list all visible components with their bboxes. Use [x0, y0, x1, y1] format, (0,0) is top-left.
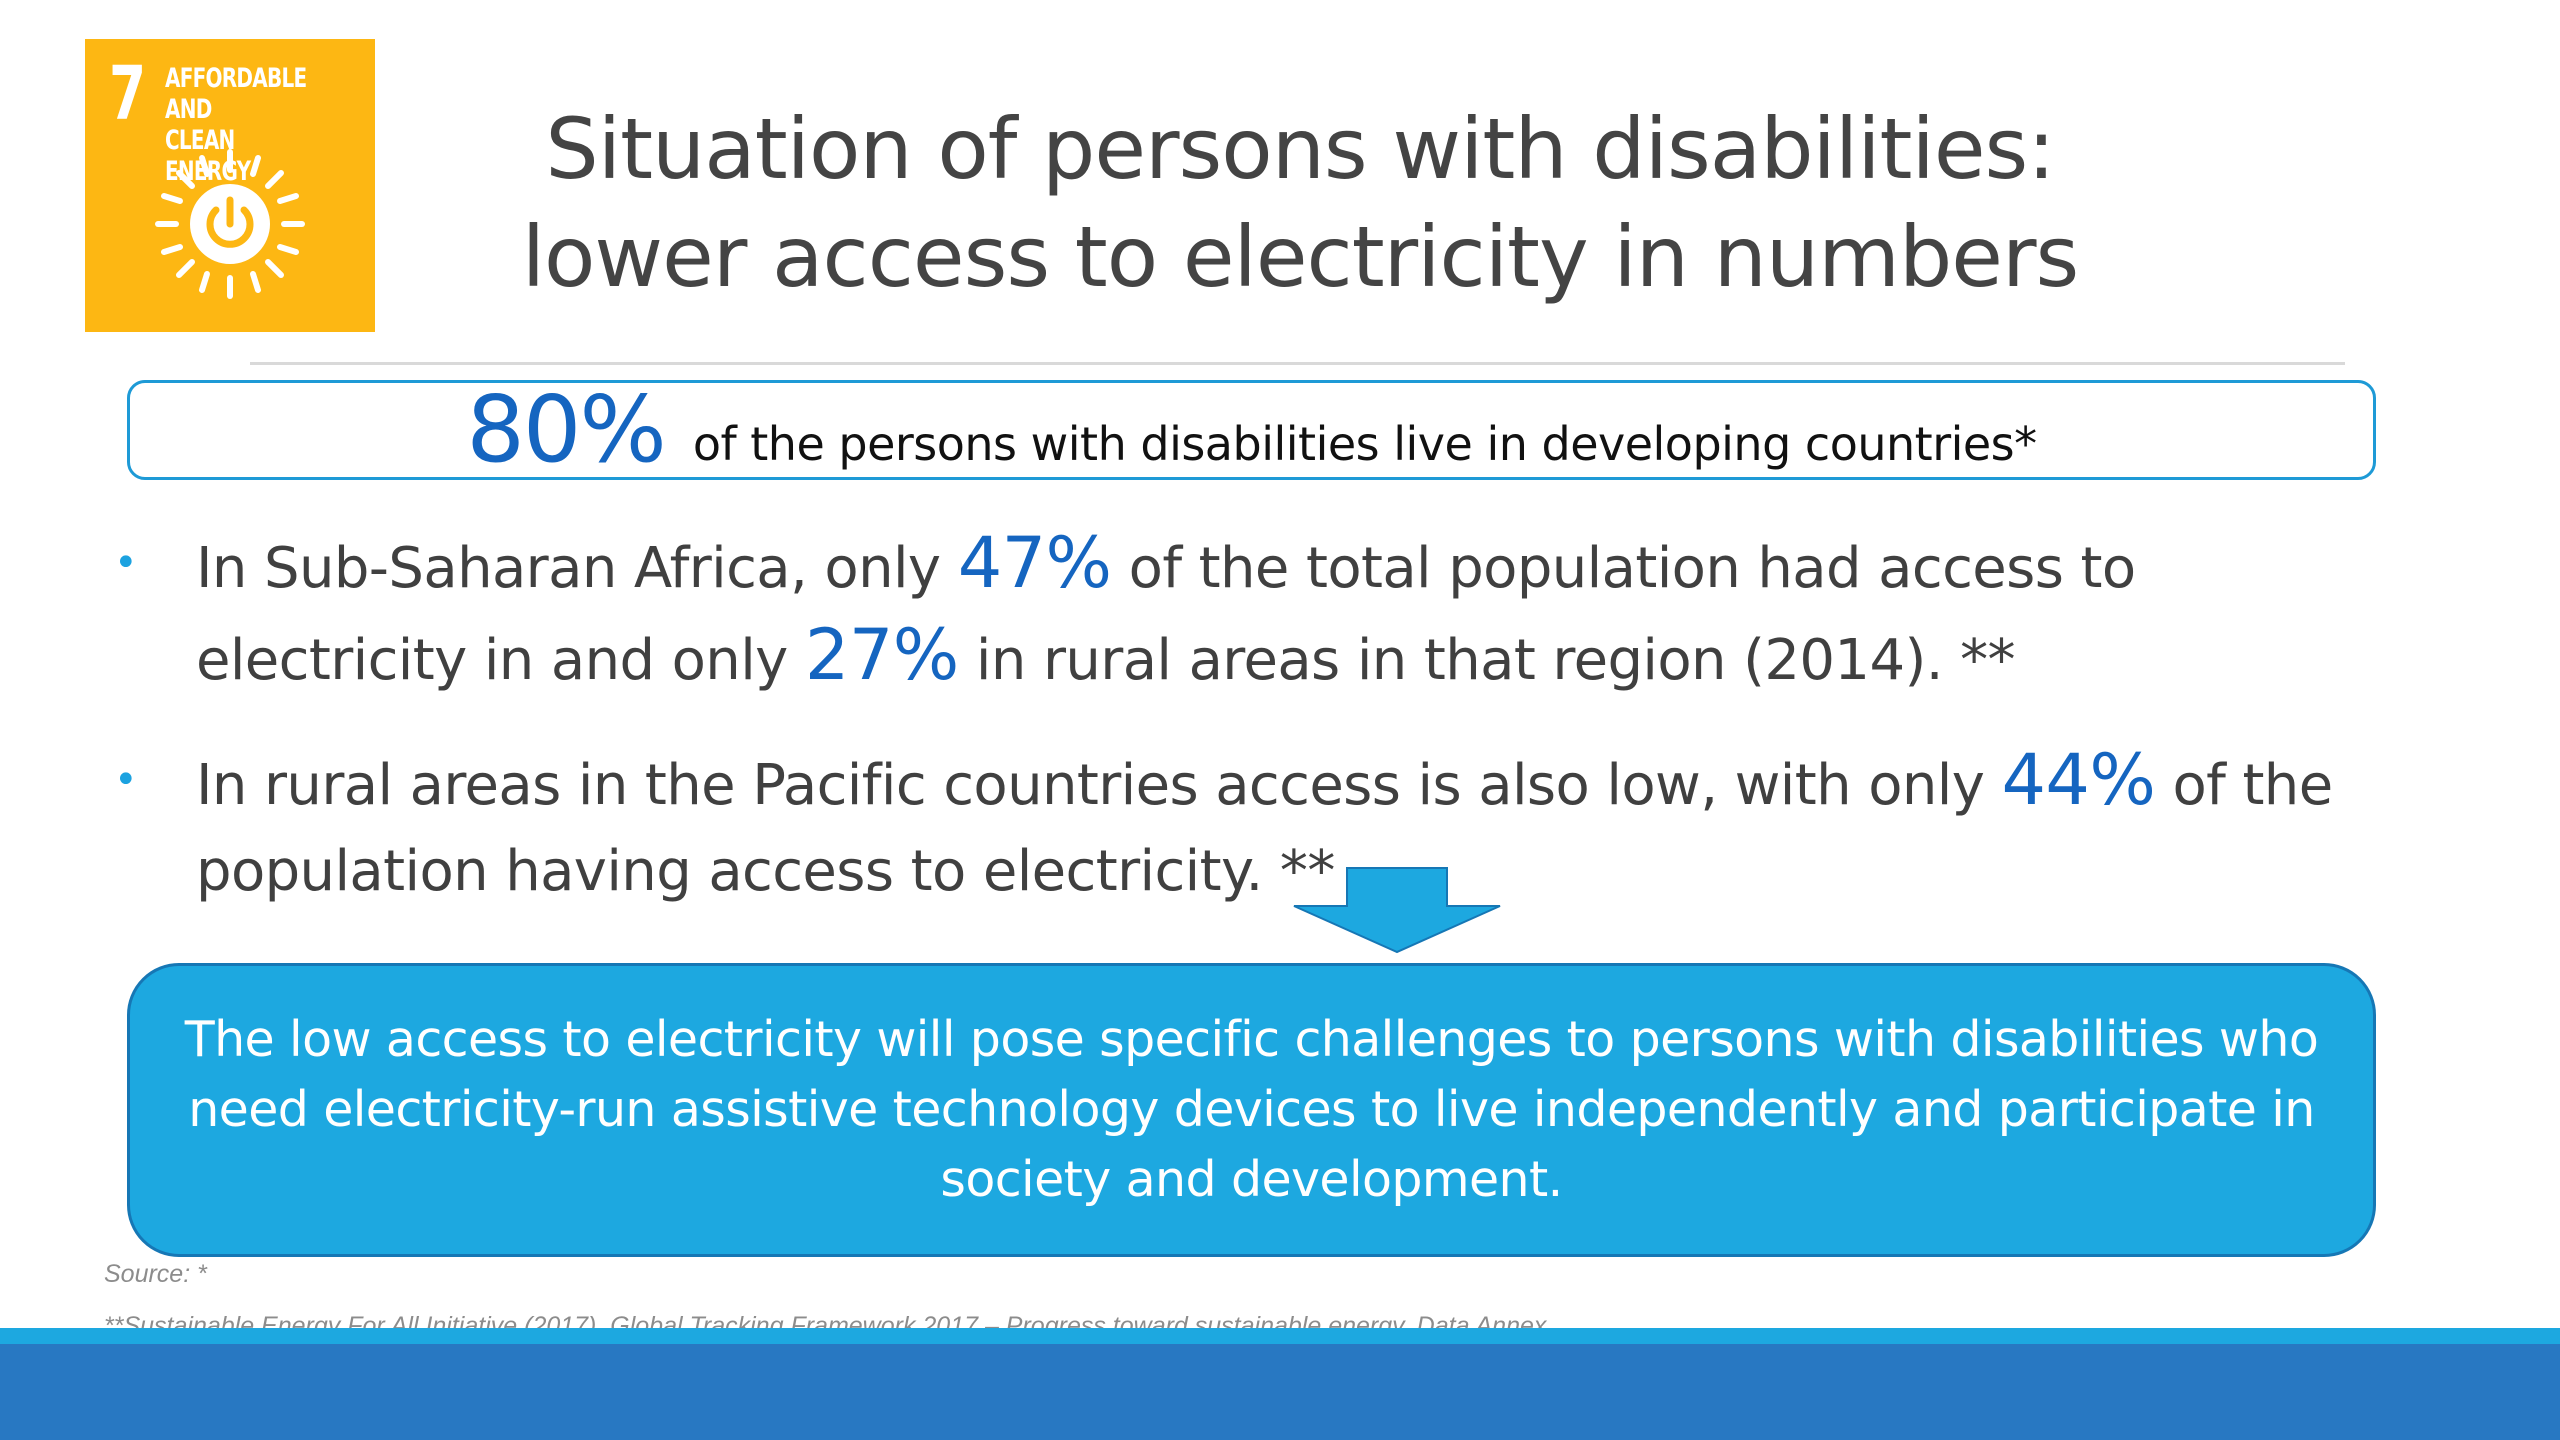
title-line-1: Situation of persons with disabilities:	[545, 100, 2055, 198]
callout-box: The low access to electricity will pose …	[127, 963, 2376, 1257]
stat-value: 80%	[466, 380, 666, 480]
title-line-2: lower access to electricity in numbers	[521, 208, 2080, 306]
sdg-label: AFFORDABLE AND CLEAN ENERGY	[165, 63, 307, 187]
bullet-list: • In Sub-Saharan Africa, only 47% of the…	[100, 520, 2400, 915]
callout-text: The low access to electricity will pose …	[184, 1005, 2319, 1215]
source-note: Source: *	[104, 1260, 207, 1288]
sun-power-icon	[155, 149, 305, 299]
sdg-number: 7	[109, 51, 146, 137]
callout-line: The low access to electricity will pose …	[184, 1011, 2319, 1068]
page-title: Situation of persons with disabilities: …	[440, 95, 2160, 311]
bullet-text: of the	[2155, 753, 2333, 818]
bullet-dot: •	[114, 757, 138, 803]
footer-band-light	[0, 1328, 2560, 1344]
bullet-item: • In rural areas in the Pacific countrie…	[100, 737, 2400, 915]
bullet-text: in rural areas in that region (2014). **	[958, 628, 2016, 693]
bullet-text: electricity in and only	[196, 628, 805, 693]
highlight-value: 44%	[2001, 739, 2156, 821]
footer-band	[0, 1344, 2560, 1440]
sdg7-badge: 7 AFFORDABLE AND CLEAN ENERGY	[85, 39, 375, 332]
title-divider	[250, 362, 2345, 365]
callout-line: need electricity-run assistive technolog…	[188, 1081, 2315, 1138]
callout-line: society and development.	[940, 1151, 1563, 1208]
bullet-text: population having access to electricity.…	[196, 839, 1335, 904]
down-arrow-icon	[1293, 867, 1501, 954]
bullet-item: • In Sub-Saharan Africa, only 47% of the…	[100, 520, 2400, 704]
highlight-value: 47%	[957, 522, 1112, 604]
bullet-text: In rural areas in the Pacific countries …	[196, 753, 2002, 818]
highlight-value: 27%	[804, 614, 959, 696]
bullet-dot: •	[114, 540, 138, 586]
stat-text: of the persons with disabilities live in…	[692, 417, 2037, 471]
bullet-text: of the total population had access to	[1111, 536, 2136, 601]
bullet-text: In Sub-Saharan Africa, only	[196, 536, 958, 601]
stat-box: 80% of the persons with disabilities liv…	[127, 380, 2376, 480]
